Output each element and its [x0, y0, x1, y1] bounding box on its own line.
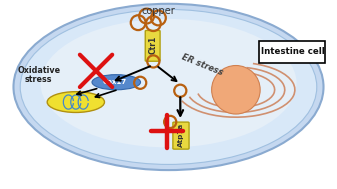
- Text: copper: copper: [142, 6, 175, 16]
- FancyBboxPatch shape: [145, 30, 160, 61]
- Text: Atp7a: Atp7a: [178, 123, 184, 147]
- Text: Cox17: Cox17: [103, 79, 127, 85]
- Text: Ctr1: Ctr1: [148, 36, 157, 54]
- Ellipse shape: [20, 9, 317, 164]
- Ellipse shape: [40, 19, 297, 147]
- Text: ER stress: ER stress: [180, 53, 224, 78]
- Ellipse shape: [47, 92, 104, 112]
- FancyBboxPatch shape: [173, 122, 189, 149]
- Ellipse shape: [92, 75, 141, 90]
- Ellipse shape: [212, 66, 260, 114]
- Ellipse shape: [13, 4, 324, 170]
- Text: Oxidative: Oxidative: [17, 66, 60, 75]
- Text: stress: stress: [25, 75, 53, 84]
- Text: Intestine cell: Intestine cell: [261, 47, 325, 57]
- FancyBboxPatch shape: [259, 41, 325, 63]
